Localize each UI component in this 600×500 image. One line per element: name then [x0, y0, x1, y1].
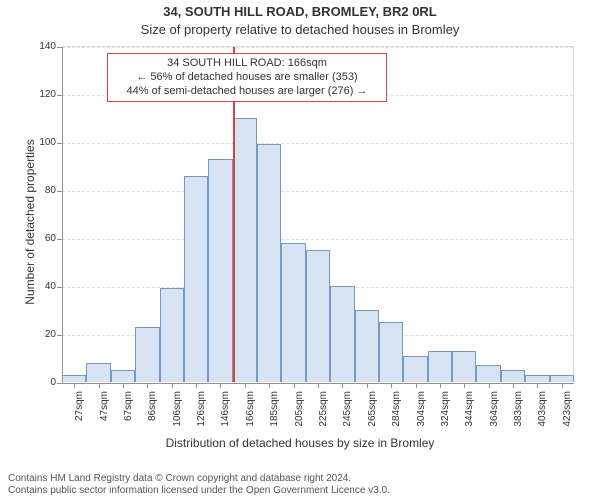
x-tick-label: 423sqm [562, 391, 573, 441]
histogram-bar [86, 363, 110, 382]
x-tick-label: 324sqm [440, 391, 451, 441]
histogram-bar [330, 286, 354, 382]
histogram-bar [379, 322, 403, 382]
annotation-box: 34 SOUTH HILL ROAD: 166sqm← 56% of detac… [107, 53, 387, 102]
y-tick-label: 120 [26, 88, 56, 102]
histogram-bar [135, 327, 159, 382]
gridline [62, 47, 573, 48]
y-axis-line [62, 47, 63, 383]
footer-line-1: Contains HM Land Registry data © Crown c… [8, 473, 592, 485]
x-tick-label: 126sqm [196, 391, 207, 441]
attribution-footer: Contains HM Land Registry data © Crown c… [8, 473, 592, 496]
plot-area: 02040608010012014027sqm47sqm67sqm86sqm10… [62, 46, 574, 382]
chart-container: 34, SOUTH HILL ROAD, BROMLEY, BR2 0RL Si… [0, 0, 600, 500]
histogram-bar [184, 176, 208, 382]
y-tick-label: 20 [26, 328, 56, 342]
gridline [62, 239, 573, 240]
x-tick-label: 304sqm [416, 391, 427, 441]
x-tick-label: 47sqm [99, 391, 110, 441]
x-tick-label: 245sqm [342, 391, 353, 441]
histogram-bar [476, 365, 500, 382]
y-tick-label: 40 [26, 280, 56, 294]
x-tick-label: 383sqm [513, 391, 524, 441]
histogram-bar [160, 288, 184, 382]
histogram-bar [62, 375, 86, 382]
x-tick-label: 185sqm [269, 391, 280, 441]
y-tick-label: 0 [26, 376, 56, 390]
x-tick-label: 166sqm [245, 391, 256, 441]
x-tick-label: 265sqm [367, 391, 378, 441]
x-axis-label: Distribution of detached houses by size … [0, 436, 600, 450]
x-tick-label: 344sqm [464, 391, 475, 441]
x-tick-label: 106sqm [172, 391, 183, 441]
y-axis-label: Number of detached properties [23, 72, 37, 372]
x-tick-label: 146sqm [220, 391, 231, 441]
gridline [62, 143, 573, 144]
address-title: 34, SOUTH HILL ROAD, BROMLEY, BR2 0RL [0, 4, 600, 19]
gridline [62, 191, 573, 192]
histogram-bar [355, 310, 379, 382]
x-axis-line [62, 383, 574, 384]
y-tick-label: 140 [26, 40, 56, 54]
histogram-bar [281, 243, 305, 382]
x-tick-label: 205sqm [294, 391, 305, 441]
x-tick-label: 364sqm [489, 391, 500, 441]
y-tick-label: 100 [26, 136, 56, 150]
histogram-bar [550, 375, 574, 382]
histogram-bar [306, 250, 330, 382]
histogram-bar [257, 144, 281, 382]
chart-subtitle: Size of property relative to detached ho… [0, 22, 600, 37]
histogram-bar [233, 118, 257, 382]
y-tick-label: 60 [26, 232, 56, 246]
histogram-bar [501, 370, 525, 382]
x-tick-label: 284sqm [391, 391, 402, 441]
histogram-bar [208, 159, 232, 382]
histogram-bar [452, 351, 476, 382]
histogram-bar [525, 375, 549, 382]
annotation-line: 44% of semi-detached houses are larger (… [114, 85, 380, 99]
histogram-bar [403, 356, 427, 382]
x-tick-label: 225sqm [318, 391, 329, 441]
x-tick-label: 27sqm [74, 391, 85, 441]
y-tick-label: 80 [26, 184, 56, 198]
x-tick-label: 67sqm [123, 391, 134, 441]
histogram-bar [428, 351, 452, 382]
x-tick-label: 403sqm [537, 391, 548, 441]
x-tick-label: 86sqm [147, 391, 158, 441]
histogram-bar [111, 370, 135, 382]
annotation-line: 34 SOUTH HILL ROAD: 166sqm [114, 57, 380, 71]
annotation-line: ← 56% of detached houses are smaller (35… [114, 71, 380, 85]
footer-line-2: Contains public sector information licen… [8, 485, 592, 497]
